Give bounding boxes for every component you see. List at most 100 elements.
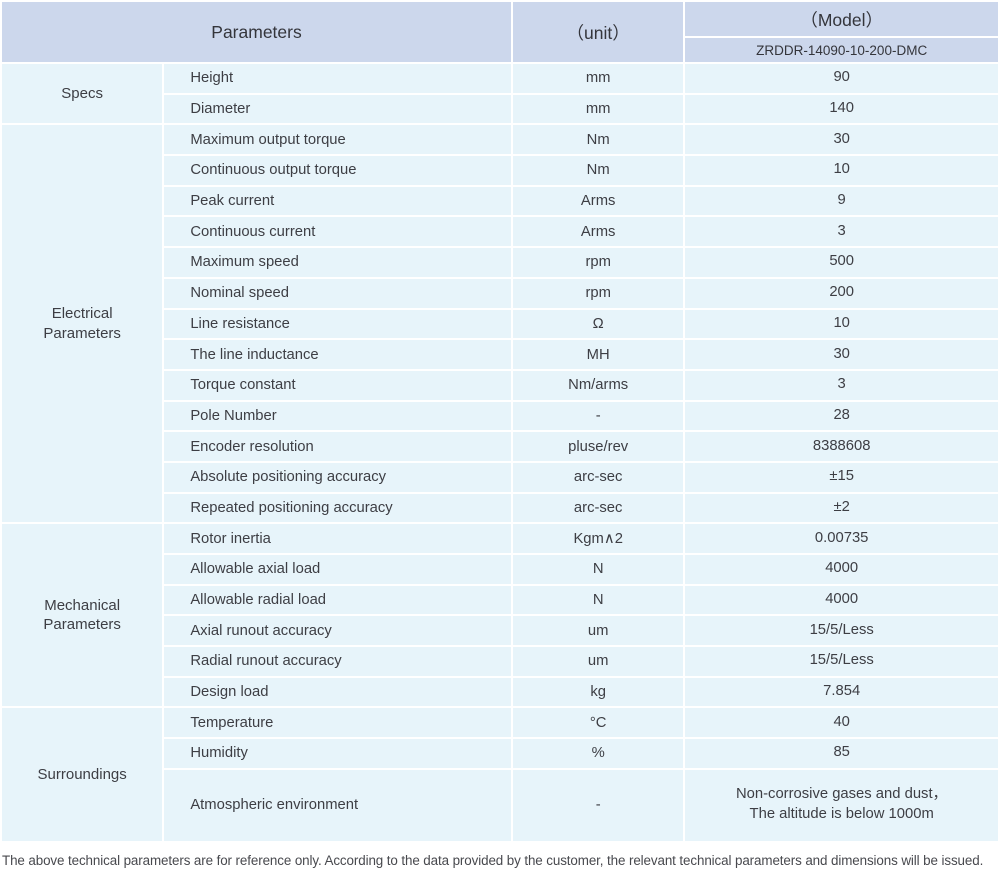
table-row: Axial runout accuracy um 15/5/Less: [2, 616, 998, 646]
param-name: Repeated positioning accuracy: [164, 493, 512, 523]
table-row: Mechanical Parameters Rotor inertia Kgm∧…: [2, 524, 998, 707]
param-value: ±15: [685, 462, 998, 492]
parameters-header: Parameters: [2, 2, 512, 62]
table-row: Allowable radial load N 4000: [2, 585, 998, 615]
param-value: 200: [685, 278, 998, 308]
table-row: Continuous current Arms 3: [2, 217, 998, 247]
param-name: Diameter: [164, 94, 512, 124]
header-row-2: ZRDDR-14090-10-200-DMC: [2, 38, 998, 62]
param-name: Atmospheric environment: [164, 769, 512, 841]
table-row: Absolute positioning accuracy arc-sec ±1…: [2, 462, 998, 492]
table-row: Nominal speed rpm 200: [2, 278, 998, 308]
param-unit: Nm: [513, 125, 684, 155]
table-row: Specs Height mm 90: [2, 64, 998, 124]
param-value: 15/5/Less: [685, 647, 998, 676]
param-unit: N: [513, 585, 684, 615]
param-name: Height: [164, 64, 512, 93]
param-name: The line inductance: [164, 340, 512, 369]
table-row: The line inductance MH 30: [2, 340, 998, 369]
param-value: 30: [685, 340, 998, 369]
param-unit: um: [513, 647, 684, 676]
param-unit: rpm: [513, 278, 684, 308]
param-unit: kg: [513, 677, 684, 707]
param-value: 40: [685, 708, 998, 738]
category-surroundings: Surroundings: [2, 708, 163, 841]
param-value: 28: [685, 401, 998, 431]
param-unit: Arms: [513, 217, 684, 247]
param-value: 10: [685, 309, 998, 339]
table-row: Line resistance Ω 10: [2, 309, 998, 339]
param-unit: Ω: [513, 309, 684, 339]
param-name: Axial runout accuracy: [164, 616, 512, 646]
param-unit: arc-sec: [513, 462, 684, 492]
param-name: Encoder resolution: [164, 432, 512, 461]
param-unit: Nm/arms: [513, 370, 684, 400]
table-row: Design load kg 7.854: [2, 677, 998, 707]
param-name: Peak current: [164, 186, 512, 216]
param-unit: °C: [513, 708, 684, 738]
param-name: Design load: [164, 677, 512, 707]
param-name: Allowable axial load: [164, 555, 512, 584]
table-row: Continuous output torque Nm 10: [2, 156, 998, 185]
param-value: 7.854: [685, 677, 998, 707]
category-specs: Specs: [2, 64, 163, 124]
param-unit: -: [513, 769, 684, 841]
param-unit: um: [513, 616, 684, 646]
param-name: Continuous current: [164, 217, 512, 247]
param-value: 9: [685, 186, 998, 216]
param-unit: MH: [513, 340, 684, 369]
param-value: 85: [685, 739, 998, 768]
table-row: Surroundings Temperature °C 40: [2, 708, 998, 841]
param-value: 30: [685, 125, 998, 155]
table-row: Atmospheric environment - Non-corrosive …: [2, 769, 998, 841]
model-header: （Model）: [685, 2, 998, 36]
param-value: 8388608: [685, 432, 998, 461]
param-value: 4000: [685, 585, 998, 615]
param-name: Temperature: [164, 708, 512, 738]
header-row-1: Parameters （unit） （Model）: [2, 2, 998, 62]
param-name: Continuous output torque: [164, 156, 512, 185]
param-unit: Nm: [513, 156, 684, 185]
param-unit: arc-sec: [513, 493, 684, 523]
table-row: Repeated positioning accuracy arc-sec ±2: [2, 493, 998, 523]
param-name: Line resistance: [164, 309, 512, 339]
param-unit: -: [513, 401, 684, 431]
param-name: Absolute positioning accuracy: [164, 462, 512, 492]
table-row: Radial runout accuracy um 15/5/Less: [2, 647, 998, 676]
param-name: Rotor inertia: [164, 524, 512, 553]
param-value: 0.00735: [685, 524, 998, 553]
param-name: Humidity: [164, 739, 512, 768]
table-row: Torque constant Nm/arms 3: [2, 370, 998, 400]
table-row: Encoder resolution pluse/rev 8388608: [2, 432, 998, 461]
footer-note: The above technical parameters are for r…: [2, 852, 984, 868]
param-value: 15/5/Less: [685, 616, 998, 646]
param-unit: mm: [513, 94, 684, 124]
table-row: Maximum speed rpm 500: [2, 248, 998, 277]
param-value: 500: [685, 248, 998, 277]
param-value: 4000: [685, 555, 998, 584]
param-name: Maximum output torque: [164, 125, 512, 155]
param-name: Allowable radial load: [164, 585, 512, 615]
param-value: Non-corrosive gases and dust， The altitu…: [685, 769, 998, 841]
table-row: Pole Number - 28: [2, 401, 998, 431]
param-name: Radial runout accuracy: [164, 647, 512, 676]
param-name: Pole Number: [164, 401, 512, 431]
table-row: Peak current Arms 9: [2, 186, 998, 216]
param-value: 3: [685, 217, 998, 247]
param-value: ±2: [685, 493, 998, 523]
table-row: Humidity % 85: [2, 739, 998, 768]
param-value: 140: [685, 94, 998, 124]
param-unit: Arms: [513, 186, 684, 216]
category-electrical: Electrical Parameters: [2, 125, 163, 523]
param-unit: pluse/rev: [513, 432, 684, 461]
table-row: Electrical Parameters Maximum output tor…: [2, 125, 998, 523]
table-row: Diameter mm 140: [2, 94, 998, 124]
category-mechanical: Mechanical Parameters: [2, 524, 163, 707]
param-value: 10: [685, 156, 998, 185]
param-name: Nominal speed: [164, 278, 512, 308]
param-unit: Kgm∧2: [513, 524, 684, 553]
param-value: 90: [685, 64, 998, 93]
param-unit: %: [513, 739, 684, 768]
spec-table: Parameters （unit） （Model） ZRDDR-14090-10…: [2, 2, 998, 841]
